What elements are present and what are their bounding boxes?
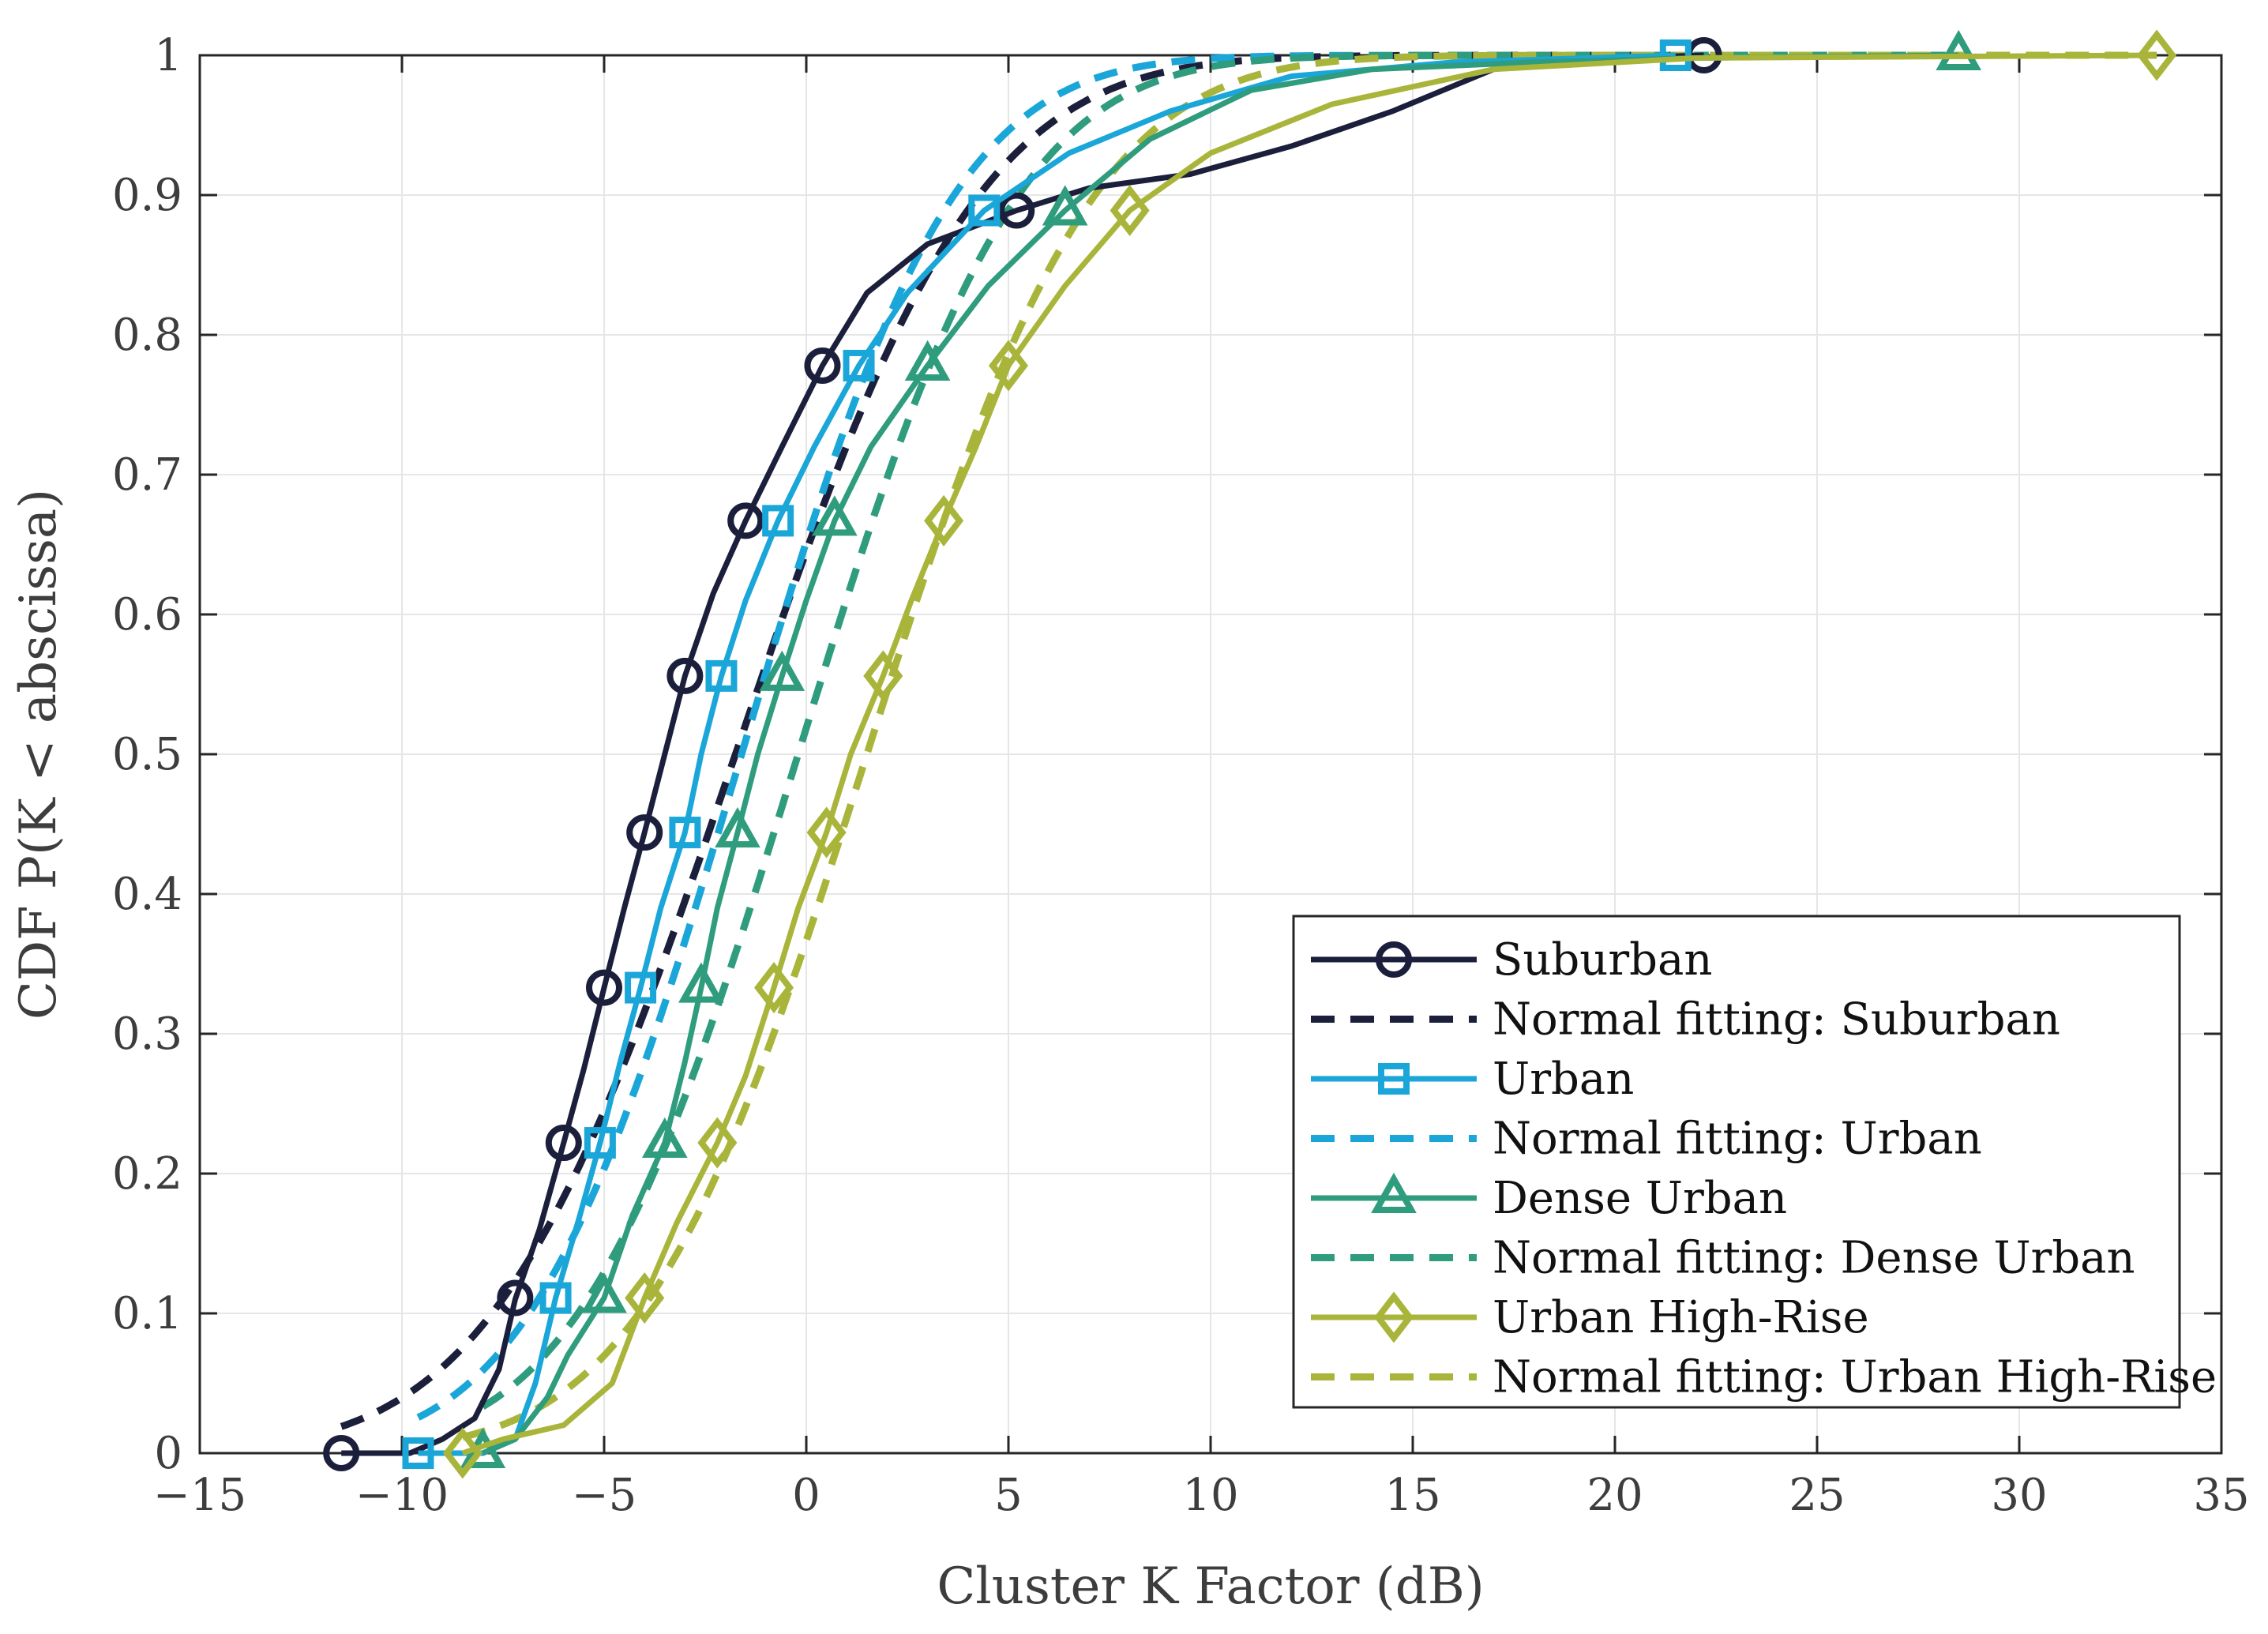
circle-marker bbox=[586, 969, 622, 1006]
diamond-marker bbox=[924, 494, 964, 547]
x-tick-label: −15 bbox=[153, 1470, 246, 1521]
circle-marker bbox=[497, 1279, 534, 1317]
diamond-marker bbox=[442, 1427, 483, 1479]
legend-label: Normal fitting: Urban High-Rise bbox=[1493, 1352, 2217, 1403]
x-tick-label: 20 bbox=[1586, 1470, 1643, 1521]
diamond-marker bbox=[806, 806, 847, 858]
triangle-marker bbox=[641, 1117, 688, 1159]
legend-label: Urban High-Rise bbox=[1493, 1292, 1869, 1343]
x-tick-label: 25 bbox=[1789, 1470, 1845, 1521]
series-line bbox=[341, 52, 1704, 1456]
triangle-marker bbox=[1042, 185, 1088, 226]
y-tick-label: 0.6 bbox=[112, 589, 182, 640]
diamond-marker bbox=[988, 340, 1029, 392]
series-dense-urban bbox=[460, 29, 1982, 1468]
axis-ticks: −15 −10 −5 0 5 10 15 20 25 30 35 0 0.1 0.2 0.3 0.4 0.5 0.… bbox=[112, 30, 2250, 1521]
y-tick-label: 0.9 bbox=[112, 170, 182, 221]
legend-entry: Normal fitting: Urban bbox=[1311, 1114, 1982, 1165]
square-marker bbox=[968, 194, 1001, 227]
y-tick-label: 0.4 bbox=[112, 869, 182, 920]
triangle-marker bbox=[581, 1272, 627, 1313]
triangle-marker bbox=[759, 650, 805, 691]
legend-entry: Normal fitting: Dense Urban bbox=[1311, 1233, 2135, 1284]
square-marker bbox=[669, 817, 701, 849]
legend-circle-marker bbox=[1376, 941, 1412, 978]
x-tick-label: 10 bbox=[1182, 1470, 1238, 1521]
circle-marker bbox=[804, 347, 841, 384]
square-marker bbox=[762, 505, 794, 537]
legend-entry: Dense Urban bbox=[1311, 1172, 1787, 1224]
series-line bbox=[481, 51, 1959, 1410]
x-tick-label: 30 bbox=[1991, 1470, 2047, 1521]
legend-entry: Suburban bbox=[1311, 934, 1712, 986]
circle-marker bbox=[545, 1125, 582, 1162]
data-series bbox=[323, 29, 2177, 1479]
diamond-marker bbox=[753, 962, 794, 1014]
square-marker bbox=[625, 971, 657, 1004]
square-marker bbox=[843, 349, 875, 381]
y-tick-label: 0.2 bbox=[112, 1148, 182, 1200]
triangle-marker bbox=[904, 340, 951, 381]
square-marker bbox=[1659, 39, 1692, 71]
diamond-marker bbox=[625, 1272, 665, 1324]
legend-square-marker bbox=[1378, 1063, 1410, 1095]
diamond-marker bbox=[1110, 184, 1150, 237]
circle-marker bbox=[998, 192, 1035, 229]
legend-entry: Normal fitting: Suburban bbox=[1311, 994, 2060, 1046]
triangle-marker bbox=[715, 806, 760, 848]
y-tick-label: 0.7 bbox=[112, 449, 182, 501]
circle-marker bbox=[727, 502, 764, 539]
diamond-marker bbox=[697, 1117, 738, 1169]
square-marker bbox=[402, 1437, 434, 1469]
series-urban-high-rise bbox=[442, 29, 2177, 1479]
square-marker bbox=[584, 1127, 616, 1159]
y-tick-label: 0.8 bbox=[112, 310, 182, 361]
legend-label: Normal fitting: Dense Urban bbox=[1493, 1233, 2135, 1284]
series-line bbox=[482, 52, 1959, 1456]
y-tick-label: 0.1 bbox=[112, 1288, 182, 1339]
legend-triangle-marker bbox=[1371, 1172, 1417, 1213]
x-tick-label: −5 bbox=[572, 1470, 637, 1521]
legend-label: Normal fitting: Urban bbox=[1493, 1114, 1982, 1165]
legend-label: Normal fitting: Suburban bbox=[1493, 994, 2060, 1046]
y-tick-label: 0.5 bbox=[112, 729, 182, 780]
square-marker bbox=[705, 659, 738, 692]
y-axis-label: CDF P(K < abscissa) bbox=[9, 489, 68, 1020]
x-tick-label: −10 bbox=[355, 1470, 449, 1521]
x-tick-label: 0 bbox=[792, 1470, 820, 1521]
legend-box bbox=[1292, 915, 2181, 1409]
x-tick-label: 5 bbox=[994, 1470, 1023, 1521]
triangle-marker bbox=[1936, 29, 1982, 70]
legend: Suburban Normal fitting: Suburban Urban Nor… bbox=[1292, 915, 2217, 1409]
legend-entry: Urban bbox=[1311, 1054, 1634, 1105]
diamond-marker bbox=[863, 650, 903, 702]
circle-marker bbox=[323, 1435, 360, 1471]
x-tick-label: 35 bbox=[2193, 1470, 2249, 1521]
legend-label: Suburban bbox=[1493, 934, 1712, 986]
y-tick-label: 0.3 bbox=[112, 1009, 182, 1060]
square-marker bbox=[539, 1282, 572, 1314]
circle-marker bbox=[667, 657, 704, 694]
legend-diamond-marker bbox=[1373, 1291, 1414, 1343]
triangle-marker bbox=[811, 495, 858, 536]
legend-entry: Normal fitting: Urban High-Rise bbox=[1311, 1352, 2217, 1403]
series-urban bbox=[402, 39, 1692, 1469]
legend-label: Dense Urban bbox=[1493, 1173, 1787, 1224]
triangle-marker bbox=[678, 962, 724, 1003]
x-axis-label: Cluster K Factor (dB) bbox=[937, 1557, 1484, 1616]
diamond-marker bbox=[2137, 29, 2177, 81]
y-tick-label: 1 bbox=[154, 30, 182, 81]
legend-label: Urban bbox=[1493, 1054, 1634, 1105]
legend-entry: Urban High-Rise bbox=[1311, 1291, 1869, 1343]
x-tick-label: 15 bbox=[1384, 1470, 1440, 1521]
y-tick-label: 0 bbox=[154, 1428, 182, 1479]
series-normal-fitting-dense-urban bbox=[481, 51, 1959, 1410]
circle-marker bbox=[626, 814, 663, 851]
